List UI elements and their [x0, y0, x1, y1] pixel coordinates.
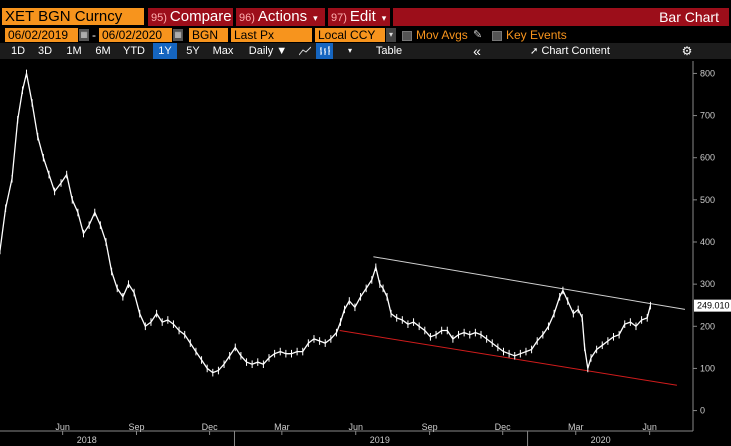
last-price-label: 249.010: [697, 301, 730, 311]
y-tick-label: 700: [700, 111, 715, 121]
trendlines: [339, 256, 686, 386]
y-tick-label: 600: [700, 153, 715, 163]
x-tick-label: Jun: [348, 422, 363, 432]
period-max[interactable]: Max: [212, 45, 234, 57]
end-calendar-icon[interactable]: ▦: [173, 29, 183, 41]
price-series-group: [0, 69, 652, 377]
y-tick-label: 100: [700, 363, 715, 373]
compare-label: Compare: [169, 8, 232, 25]
parameters-bar: 06/02/2019 ▦ - 06/02/2020 ▦ BGN Last Px …: [0, 28, 731, 43]
period-1m[interactable]: 1M: [66, 45, 82, 57]
line-chart-icon[interactable]: [297, 43, 313, 59]
currency-dropdown-icon[interactable]: ▾: [386, 28, 396, 42]
period-1d[interactable]: 1D: [10, 45, 26, 57]
key-events-checkbox[interactable]: [492, 31, 502, 41]
table-button[interactable]: Table: [375, 45, 403, 57]
last-price-box: [694, 299, 731, 312]
upper-trendline: [373, 256, 686, 310]
period-6m[interactable]: 6M: [95, 45, 111, 57]
last-price-marker: 249.010: [694, 299, 731, 312]
year-label: 2019: [370, 435, 390, 445]
price-series-line: [0, 73, 652, 374]
compare-number: 95): [151, 12, 167, 24]
settings-gear-icon[interactable]: ⚙: [681, 44, 693, 58]
period-1y[interactable]: 1Y: [153, 43, 177, 59]
source-field[interactable]: BGN: [189, 28, 228, 42]
y-axis: 0 100 200 300 400 500 600 700 800: [692, 61, 715, 431]
y-tick-label: 300: [700, 279, 715, 289]
currency-field[interactable]: Local CCY: [315, 28, 385, 42]
pencil-icon[interactable]: ✎: [473, 29, 483, 41]
x-tick-label: Mar: [568, 422, 584, 432]
actions-label: Actions: [257, 8, 308, 25]
collapse-icon[interactable]: «: [473, 43, 481, 59]
end-date-field[interactable]: 06/02/2020: [99, 28, 172, 42]
edit-number: 97): [331, 12, 347, 24]
period-5y[interactable]: 5Y: [186, 45, 200, 57]
mov-avgs-label: Mov Avgs: [416, 28, 468, 42]
x-tick-label: Jun: [642, 422, 657, 432]
bar-chart-icon[interactable]: [316, 43, 333, 59]
x-axis: Jun Sep Dec Mar Jun Sep Dec Mar Jun 2018 2019 2020: [0, 422, 693, 446]
x-tick-label: Mar: [274, 422, 290, 432]
compare-button[interactable]: 95) Compare: [148, 8, 233, 26]
year-label: 2018: [77, 435, 97, 445]
lower-trendline: [339, 330, 678, 386]
y-tick-label: 0: [700, 406, 705, 416]
actions-number: 96): [239, 12, 255, 24]
frequency-dropdown[interactable]: Daily ▼: [248, 45, 288, 57]
x-tick-label: Jun: [55, 422, 70, 432]
edit-caret-icon: ▾: [381, 13, 387, 23]
chart-style-dropdown-icon[interactable]: ▾: [347, 46, 352, 55]
y-tick-label: 500: [700, 195, 715, 205]
actions-menu-button[interactable]: 96) Actions ▾: [236, 8, 325, 26]
bar-chart-glyph: [319, 46, 330, 55]
mov-avgs-checkbox[interactable]: [402, 31, 412, 41]
x-tick-label: Dec: [495, 422, 512, 432]
period-3d[interactable]: 3D: [37, 45, 53, 57]
start-date-field[interactable]: 06/02/2019: [5, 28, 78, 42]
chart-content-label: Chart Content: [541, 45, 610, 57]
x-tick-label: Sep: [422, 422, 438, 432]
period-toolbar: 1D 3D 1M 6M YTD 1Y 5Y Max Daily ▼ ▾ Tabl…: [0, 43, 731, 59]
year-label: 2020: [591, 435, 611, 445]
edit-menu-button[interactable]: 97) Edit ▾: [328, 8, 390, 26]
actions-caret-icon: ▾: [313, 13, 318, 23]
cursor-icon: ➚: [530, 46, 539, 57]
key-events-label: Key Events: [506, 28, 567, 42]
start-calendar-icon[interactable]: ▦: [79, 29, 89, 41]
y-tick-label: 800: [700, 68, 715, 78]
chart-type-title: Bar Chart: [393, 8, 729, 26]
line-chart-glyph: [298, 46, 312, 56]
chart-content-button[interactable]: ➚ Chart Content: [520, 43, 620, 59]
x-tick-label: Dec: [202, 422, 219, 432]
price-field[interactable]: Last Px: [231, 28, 312, 42]
x-tick-label: Sep: [129, 422, 145, 432]
edit-label: Edit: [349, 8, 376, 25]
period-ytd[interactable]: YTD: [123, 45, 145, 57]
ticker-field[interactable]: XET BGN Curncy: [2, 8, 144, 25]
y-tick-label: 200: [700, 321, 715, 331]
date-separator: -: [92, 28, 96, 42]
header-bar: XET BGN Curncy 95) Compare 96) Actions ▾ 97…: [0, 0, 731, 27]
y-tick-label: 400: [700, 237, 715, 247]
